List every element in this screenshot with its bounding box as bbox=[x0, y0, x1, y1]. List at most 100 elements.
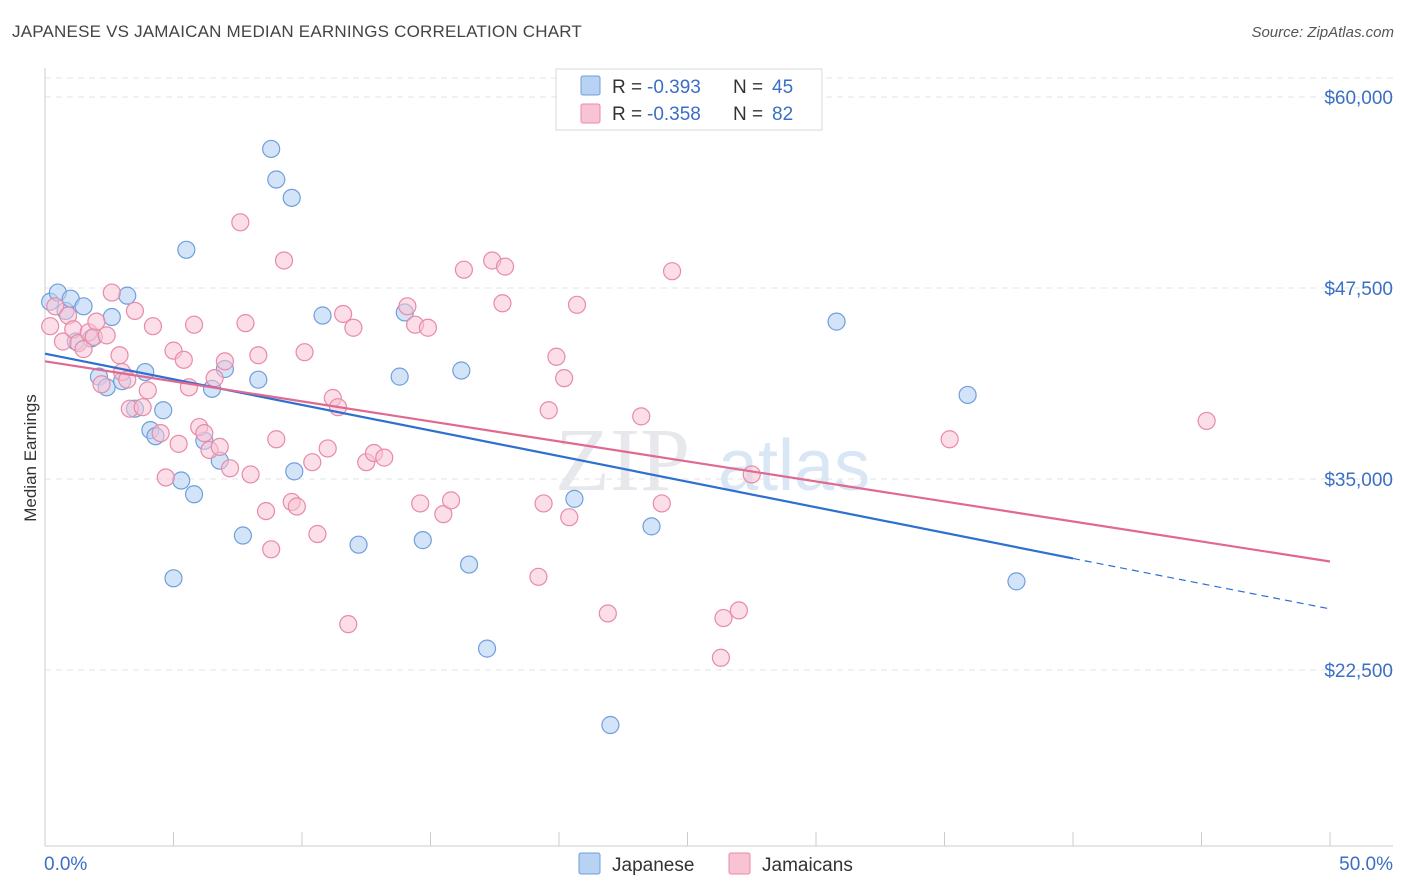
gridlines bbox=[45, 77, 1393, 671]
jamaican-point bbox=[632, 407, 651, 426]
jamaican-point bbox=[493, 294, 512, 313]
japanese-point bbox=[413, 531, 432, 550]
japanese-point bbox=[172, 471, 191, 490]
jamaican-point bbox=[110, 346, 129, 365]
japanese-point bbox=[154, 401, 173, 420]
jamaican-point bbox=[662, 262, 682, 281]
jamaican-point bbox=[169, 434, 188, 453]
legend-series: Japanese Jamaicans bbox=[578, 852, 853, 876]
jamaican-point bbox=[125, 301, 145, 321]
jamaican-point bbox=[1197, 411, 1216, 431]
legend-bottom-label-japanese: Japanese bbox=[612, 855, 694, 876]
axes bbox=[44, 68, 1393, 847]
japanese-point bbox=[958, 385, 977, 405]
jamaican-point bbox=[205, 369, 224, 388]
japanese-point bbox=[452, 361, 471, 380]
japanese-trend-extension bbox=[1072, 557, 1331, 610]
japanese-point bbox=[118, 286, 137, 305]
japanese-point bbox=[267, 170, 286, 189]
japanese-point bbox=[459, 555, 479, 574]
jamaican-point bbox=[454, 260, 474, 279]
jamaican-point bbox=[241, 465, 260, 484]
jamaican-trend-line bbox=[44, 360, 1331, 563]
jamaican-point bbox=[92, 375, 111, 394]
watermark: ZIP atlas bbox=[555, 411, 870, 510]
japanese-point bbox=[565, 489, 584, 508]
jamaican-point bbox=[267, 430, 286, 449]
legend-r-label-japanese: R = bbox=[612, 77, 642, 98]
jamaican-point bbox=[220, 459, 240, 478]
legend-r-value-japanese: -0.393 bbox=[647, 77, 701, 98]
jamaican-point bbox=[195, 424, 214, 443]
japanese-point bbox=[102, 307, 121, 327]
jamaican-point bbox=[262, 540, 281, 559]
jamaican-point bbox=[249, 346, 268, 365]
japanese-point bbox=[233, 526, 252, 545]
jamaican-point bbox=[539, 401, 558, 420]
jamaican-point bbox=[534, 494, 553, 513]
jamaican-point bbox=[143, 317, 163, 336]
japanese-point bbox=[601, 715, 620, 735]
japanese-point bbox=[477, 639, 497, 658]
chart-title: JAPANESE VS JAMAICAN MEDIAN EARNINGS COR… bbox=[12, 22, 583, 41]
jamaican-point bbox=[156, 468, 175, 487]
japanese-point bbox=[249, 370, 268, 389]
watermark-atlas: atlas bbox=[718, 426, 870, 506]
japanese-point bbox=[313, 306, 332, 325]
y-tick-label: $35,000 bbox=[1324, 470, 1393, 491]
jamaican-point bbox=[334, 304, 353, 324]
legend-n-label-japanese: N = bbox=[733, 77, 763, 98]
jamaican-point bbox=[133, 398, 152, 417]
jamaican-point bbox=[567, 295, 587, 314]
jamaican-point bbox=[184, 315, 204, 334]
jamaican-point bbox=[418, 318, 438, 337]
trend-lines bbox=[44, 352, 1331, 610]
jamaican-point bbox=[598, 604, 617, 623]
jamaican-point bbox=[102, 283, 121, 302]
jamaican-point bbox=[495, 257, 515, 276]
jamaican-point bbox=[256, 501, 276, 521]
jamaican-point bbox=[215, 352, 234, 371]
jamaican-point bbox=[87, 312, 106, 331]
jamaican-point bbox=[308, 524, 327, 544]
legend-stats: R = -0.393 N = 45 R = -0.358 N = 82 bbox=[555, 68, 823, 131]
japanese-point bbox=[74, 297, 93, 316]
jamaican-point bbox=[434, 505, 453, 524]
jamaican-point bbox=[398, 297, 417, 316]
jamaican-point bbox=[46, 297, 65, 316]
japanese-point bbox=[184, 485, 204, 504]
legend-n-label-jamaican: N = bbox=[733, 104, 763, 125]
jamaican-point bbox=[411, 494, 430, 513]
legend-n-value-japanese: 45 bbox=[772, 77, 793, 98]
jamaican-point bbox=[295, 343, 314, 362]
japanese-point bbox=[282, 188, 301, 207]
jamaican-point bbox=[318, 439, 337, 458]
jamaican-point bbox=[344, 318, 363, 337]
legend-swatch-jamaican bbox=[580, 103, 601, 124]
jamaican-point bbox=[97, 326, 116, 345]
legend-r-value-jamaican: -0.358 bbox=[647, 104, 701, 125]
legend-swatch-japanese bbox=[580, 75, 601, 96]
jamaican-point bbox=[729, 601, 749, 620]
jamaican-point bbox=[529, 567, 548, 586]
japanese-point bbox=[642, 517, 661, 536]
jamaican-point bbox=[339, 615, 358, 634]
jamaican-point bbox=[41, 317, 60, 336]
x-tick-label-min: 0.0% bbox=[44, 854, 87, 875]
jamaican-point bbox=[375, 448, 394, 467]
jamaican-point bbox=[151, 424, 170, 443]
jamaican-point bbox=[652, 494, 671, 513]
jamaican-point bbox=[274, 251, 294, 270]
japanese-point bbox=[177, 240, 196, 259]
jamaican-point bbox=[940, 430, 959, 449]
legend-n-value-jamaican: 82 bbox=[772, 104, 793, 125]
jamaican-point bbox=[711, 648, 731, 667]
japanese-point bbox=[1007, 572, 1026, 591]
jamaican-point bbox=[174, 350, 193, 369]
y-tick-label: $60,000 bbox=[1324, 88, 1393, 109]
japanese-point bbox=[390, 367, 409, 386]
jamaican-point bbox=[547, 347, 566, 366]
jamaican-point bbox=[714, 608, 733, 628]
japanese-point bbox=[164, 569, 183, 588]
jamaican-point bbox=[236, 314, 255, 333]
